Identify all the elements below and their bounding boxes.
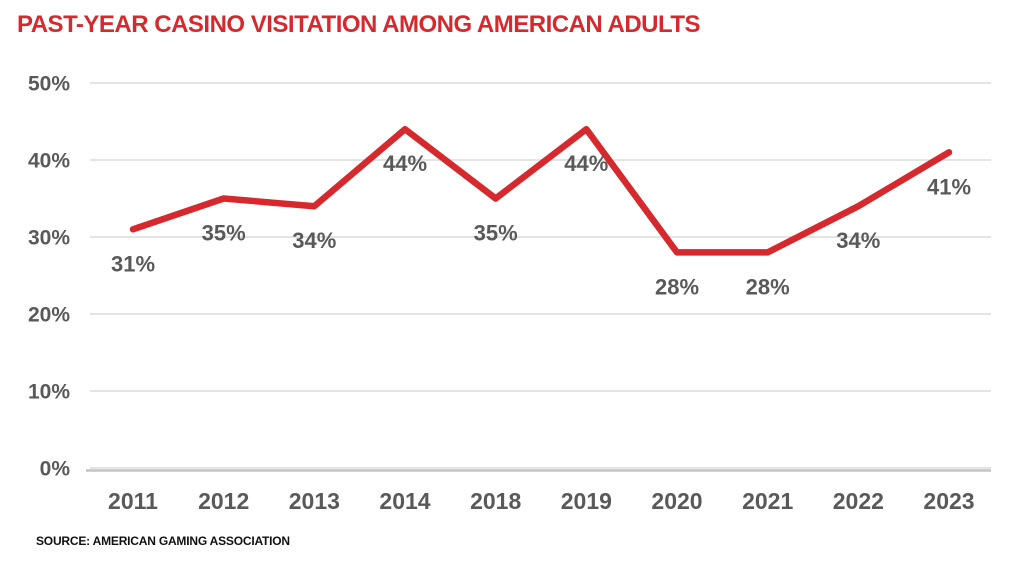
y-tick-label: 0% (40, 458, 71, 481)
data-label: 44% (564, 151, 608, 176)
x-tick-label: 2013 (289, 488, 340, 514)
data-label: 28% (655, 274, 699, 299)
x-tick-label: 2020 (651, 488, 702, 514)
chart-title: PAST-YEAR CASINO VISITATION AMONG AMERIC… (17, 11, 701, 38)
x-tick-label: 2022 (833, 488, 884, 514)
x-tick-label: 2011 (108, 488, 158, 514)
data-label: 35% (474, 221, 518, 246)
y-tick-label: 50% (28, 73, 70, 96)
x-tick-label: 2023 (923, 488, 974, 514)
data-label: 31% (111, 251, 155, 276)
y-tick-label: 40% (28, 150, 70, 173)
series-line (129, 125, 953, 256)
x-tick-label: 2021 (742, 488, 793, 514)
data-label: 34% (292, 228, 336, 253)
x-tick-label: 2012 (198, 488, 249, 514)
data-label: 28% (746, 274, 790, 299)
x-tick-label: 2018 (470, 488, 521, 514)
y-tick-label: 30% (28, 227, 70, 250)
data-label: 44% (383, 151, 427, 176)
source-note: SOURCE: AMERICAN GAMING ASSOCIATION (36, 534, 290, 548)
data-label: 34% (836, 228, 880, 253)
data-label: 35% (202, 221, 246, 246)
y-tick-label: 20% (28, 304, 70, 327)
y-tick-label: 10% (28, 381, 70, 404)
x-tick-label: 2019 (561, 488, 612, 514)
x-tick-label: 2014 (379, 488, 430, 514)
data-label: 41% (927, 174, 971, 199)
